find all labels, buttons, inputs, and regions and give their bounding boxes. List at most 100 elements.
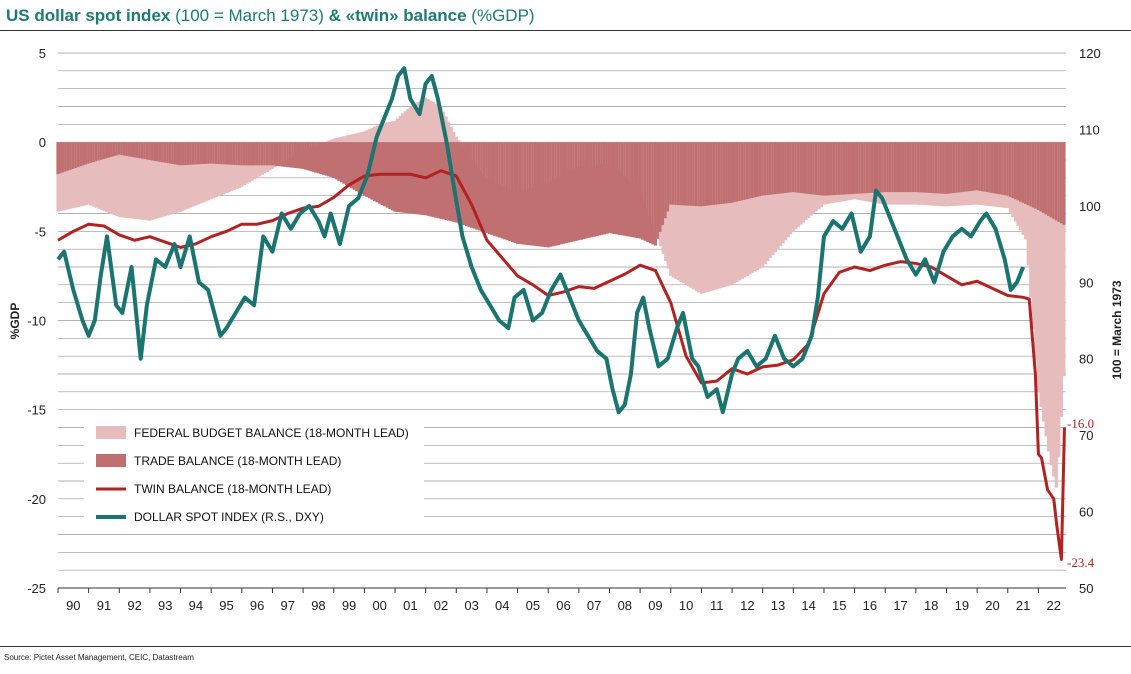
trade-bar <box>962 142 966 192</box>
budget-bar <box>355 133 359 143</box>
trade-bar <box>375 142 379 203</box>
budget-bar <box>367 129 372 143</box>
x-tick-label: 21 <box>1016 598 1030 613</box>
trade-bar <box>766 142 770 196</box>
budget-bar <box>373 126 377 143</box>
trade-bar <box>298 142 303 169</box>
trade-bar <box>332 142 336 178</box>
trade-bar <box>653 142 658 246</box>
budget-bar <box>329 139 333 143</box>
budget-bar <box>733 142 737 284</box>
legend-background <box>84 418 424 534</box>
trade-bar <box>538 142 543 247</box>
budget-bar <box>230 142 234 191</box>
trade-bar <box>564 142 568 244</box>
trade-bar <box>339 142 343 183</box>
trade-bar <box>291 142 295 168</box>
trade-bar <box>909 142 913 193</box>
trade-bar <box>822 142 826 196</box>
budget-bar <box>388 121 392 143</box>
budget-bar <box>707 142 711 292</box>
trade-bar <box>237 142 241 166</box>
trade-bar <box>1029 142 1033 207</box>
trade-bar <box>81 142 86 166</box>
budget-bar <box>161 142 165 217</box>
x-tick-label: 20 <box>985 598 999 613</box>
trade-bar <box>398 142 402 213</box>
trade-bar <box>181 142 185 166</box>
trade-bar <box>528 142 532 246</box>
trade-bar <box>408 142 412 214</box>
trade-bar <box>150 142 155 161</box>
trade-bar <box>541 142 545 247</box>
trade-bar <box>863 142 867 194</box>
trade-bar <box>505 142 509 241</box>
trade-bar <box>352 142 356 190</box>
trade-bar <box>669 142 673 205</box>
trade-bar <box>794 142 798 193</box>
trade-bar <box>993 142 997 194</box>
trade-bar <box>464 142 469 226</box>
trade-bar <box>850 142 854 195</box>
trade-bar <box>362 142 366 196</box>
budget-bar <box>429 100 433 143</box>
trade-bar <box>263 142 267 166</box>
trade-bar <box>115 142 119 156</box>
trade-bar <box>704 142 709 206</box>
trade-bar <box>697 142 701 207</box>
trade-bar <box>207 142 211 164</box>
trade-bar <box>390 142 395 211</box>
trade-bar <box>590 142 594 238</box>
trade-bar <box>955 142 959 193</box>
budget-bar <box>235 142 239 189</box>
budget-bar <box>720 142 724 288</box>
x-tick-label: 97 <box>281 598 295 613</box>
budget-bar <box>439 106 443 143</box>
budget-bar <box>421 99 425 143</box>
budget-bar <box>176 142 180 213</box>
trade-bar <box>110 142 114 157</box>
trade-bar <box>970 142 974 191</box>
trade-bar <box>199 142 203 165</box>
trade-bar <box>865 142 869 194</box>
y-right-tick-label: 110 <box>1079 122 1100 137</box>
trade-bar <box>883 142 887 193</box>
trade-bar <box>304 142 308 170</box>
trade-bar <box>1001 142 1005 195</box>
trade-bar <box>1047 142 1051 216</box>
budget-bar <box>773 142 778 253</box>
trade-bar <box>980 142 984 192</box>
budget-bar <box>393 120 397 143</box>
trade-bar <box>1024 142 1028 204</box>
trade-bar <box>950 142 954 194</box>
budget-bar <box>431 102 435 143</box>
trade-bar <box>551 142 555 247</box>
trade-bar <box>1026 142 1030 206</box>
trade-bar <box>973 142 977 191</box>
budget-bar <box>1031 142 1035 329</box>
trade-bar <box>69 142 73 170</box>
legend-swatch <box>96 454 126 467</box>
trade-bar <box>549 142 553 247</box>
trade-bar <box>595 142 599 237</box>
trade-bar <box>255 142 259 166</box>
trade-bar <box>712 142 716 205</box>
trade-bar <box>212 142 216 164</box>
budget-bar <box>704 142 709 293</box>
x-tick-label: 11 <box>710 598 724 613</box>
legend-label: TRADE BALANCE (18-MONTH LEAD) <box>134 454 341 468</box>
trade-bar <box>600 142 604 235</box>
budget-bar <box>84 142 88 206</box>
x-tick-label: 91 <box>97 598 111 613</box>
budget-bar <box>1054 142 1058 488</box>
trade-bar <box>832 142 836 196</box>
trade-bar <box>965 142 969 192</box>
budget-bar <box>217 142 221 197</box>
trade-bar <box>1044 142 1048 215</box>
budget-bar <box>763 142 767 265</box>
trade-bar <box>1011 142 1015 199</box>
x-tick-label: 92 <box>127 598 141 613</box>
trade-bar <box>56 142 60 175</box>
y-right-axis-label: 100 = March 1973 <box>1110 280 1124 379</box>
budget-bar <box>92 142 96 207</box>
